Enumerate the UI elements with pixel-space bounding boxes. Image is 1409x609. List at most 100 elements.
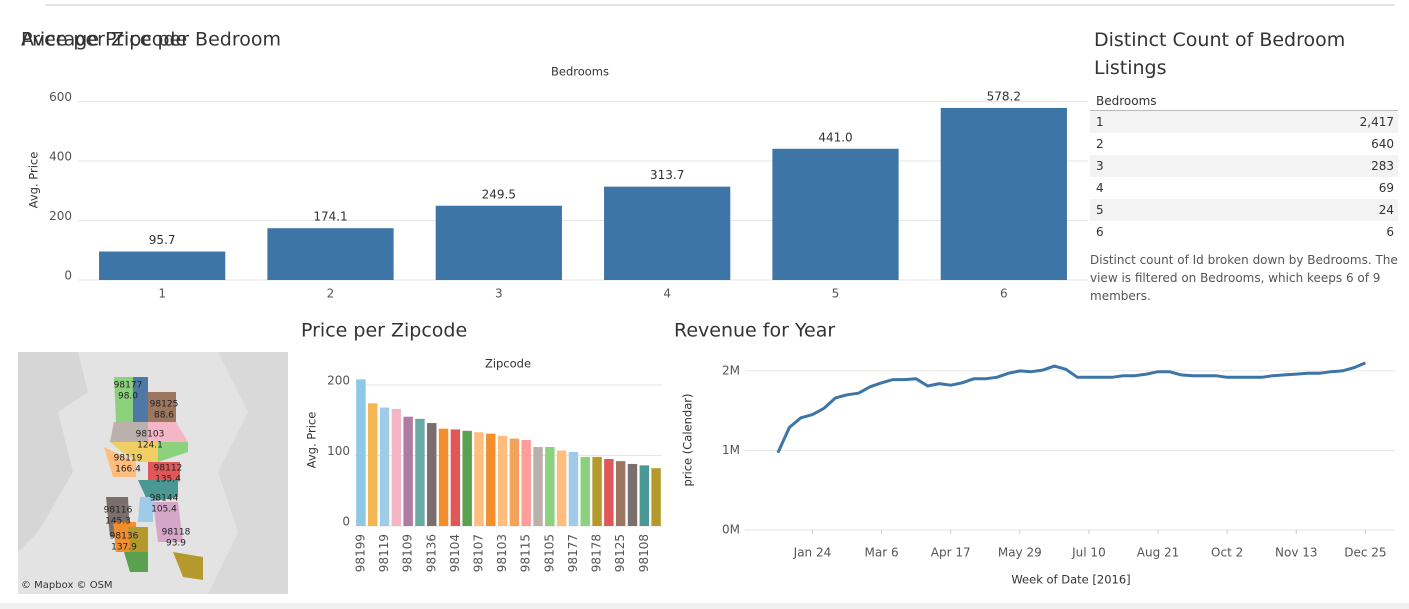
x-axis-title: Week of Date [2016]	[1011, 573, 1130, 587]
map-attribution: © Mapbox © OSM	[21, 580, 113, 591]
x-tick-label: 98199	[353, 534, 367, 572]
zip-region	[158, 442, 188, 462]
table-title: Distinct Count of Bedroom Listings	[1094, 29, 1346, 79]
zip-region	[133, 377, 148, 422]
value-label: 249.5	[482, 187, 516, 201]
chart-title: Average Price per Bedroom	[21, 29, 281, 51]
table-cell: 6	[1386, 225, 1394, 239]
map-value-label: 135.4	[155, 475, 181, 485]
map-zip-label: 98112	[154, 464, 183, 474]
table-header: Bedrooms	[1090, 94, 1398, 111]
map-zip-label: 98144	[150, 494, 179, 504]
value-label: 313.7	[650, 168, 684, 182]
map-value-label: 124.1	[137, 441, 163, 451]
bar	[639, 465, 650, 526]
x-tick-label: 98104	[448, 534, 462, 572]
y-axis-title: Avg. Price	[27, 152, 41, 209]
x-tick-label: 98108	[637, 534, 651, 572]
map-zip-label: 98136	[110, 532, 139, 542]
map: 98177 98.0 98125 88.6 98103 124.1 98119 166.4 98…	[18, 352, 288, 594]
x-tick-label: 98177	[566, 534, 580, 572]
y-tick-label: 200	[327, 373, 350, 387]
zip-region	[124, 552, 148, 572]
map-zip-label: 98125	[150, 400, 179, 410]
table-cell: 6	[1096, 225, 1104, 239]
map-value-label: 98.0	[118, 392, 138, 402]
bar	[627, 463, 638, 526]
map-title: Price per Zipcode	[21, 29, 187, 51]
x-tick-label: 98115	[519, 534, 533, 572]
x-tick-label: Dec 25	[1344, 546, 1386, 560]
y-tick-label: 0	[342, 515, 350, 529]
table-row: 3 283	[1090, 155, 1398, 177]
x-tick-label: Oct 2	[1211, 546, 1243, 560]
map-value-label: 88.6	[154, 411, 174, 421]
x-tick-label: 6	[1000, 287, 1008, 301]
table-row: 2 640	[1090, 133, 1398, 155]
x-tick-label: Nov 13	[1275, 546, 1318, 560]
table-cell: 4	[1096, 181, 1104, 195]
table-cell: 2,417	[1359, 115, 1394, 129]
x-tick-label: 98119	[377, 534, 391, 572]
map-value-label: 137.9	[111, 543, 137, 553]
bar	[772, 148, 899, 280]
bar	[580, 456, 590, 526]
table: Distinct Count of Bedroom Listings Bedro…	[1090, 26, 1398, 305]
bar	[356, 379, 366, 526]
bar	[462, 430, 472, 526]
zip-region	[104, 447, 136, 477]
table-caption: Distinct count of Id broken down by Bedr…	[1090, 253, 1398, 303]
table-rows: 1 2,417 2 640 3 283 4 69 5 24 6 6	[1090, 111, 1398, 243]
bar	[615, 461, 626, 526]
map-value-label: 145.3	[105, 517, 131, 527]
table-cell: 69	[1378, 181, 1394, 195]
map-zip-label: 98119	[114, 454, 143, 464]
table-cell: 283	[1371, 159, 1394, 173]
bar	[403, 416, 413, 526]
bottom-bar	[0, 603, 1409, 609]
x-tick-label: 98136	[424, 534, 438, 572]
zip-region	[110, 422, 148, 442]
zip-region	[148, 392, 176, 422]
value-label: 578.2	[987, 89, 1021, 103]
bar	[267, 228, 394, 280]
y-axis-title: Avg. Price	[305, 412, 319, 469]
x-tick-label: 3	[495, 287, 503, 301]
zip-region	[148, 422, 188, 442]
bar	[651, 468, 661, 526]
map-zip-label: 98103	[136, 430, 165, 440]
map-value-label: 93.9	[166, 539, 186, 549]
x-tick-label: 4	[663, 287, 671, 301]
bar	[940, 107, 1067, 280]
x-tick-label: Aug 21	[1137, 546, 1180, 560]
chart-title: Revenue for Year	[674, 320, 835, 342]
zip-region	[173, 552, 203, 580]
y-tick-label: 2M	[722, 363, 740, 377]
value-label: 95.7	[149, 233, 176, 247]
bar	[367, 403, 378, 526]
x-tick-label: 2	[327, 287, 335, 301]
bar	[568, 451, 579, 526]
value-label: 441.0	[818, 130, 852, 144]
y-tick-label: 0	[64, 269, 72, 283]
map-zip-label: 98177	[114, 381, 143, 391]
land	[18, 352, 88, 552]
zip-region	[138, 497, 153, 522]
y-tick-label: 200	[49, 209, 72, 223]
x-tick-label: Jan 24	[793, 546, 832, 560]
x-tick-label: 98178	[590, 534, 604, 572]
zip-region	[114, 377, 133, 422]
x-axis-title: Zipcode	[485, 357, 531, 371]
table-cell: 1	[1096, 115, 1104, 129]
bar	[450, 429, 461, 526]
y-tick-label: 600	[49, 90, 72, 104]
x-tick-label: 98107	[471, 534, 485, 572]
table-cell: 640	[1371, 137, 1394, 151]
map-value-label: 105.4	[151, 505, 177, 515]
map-value-label: 166.4	[115, 465, 141, 475]
bar	[486, 433, 496, 526]
map-zip-label: 98118	[162, 528, 191, 538]
